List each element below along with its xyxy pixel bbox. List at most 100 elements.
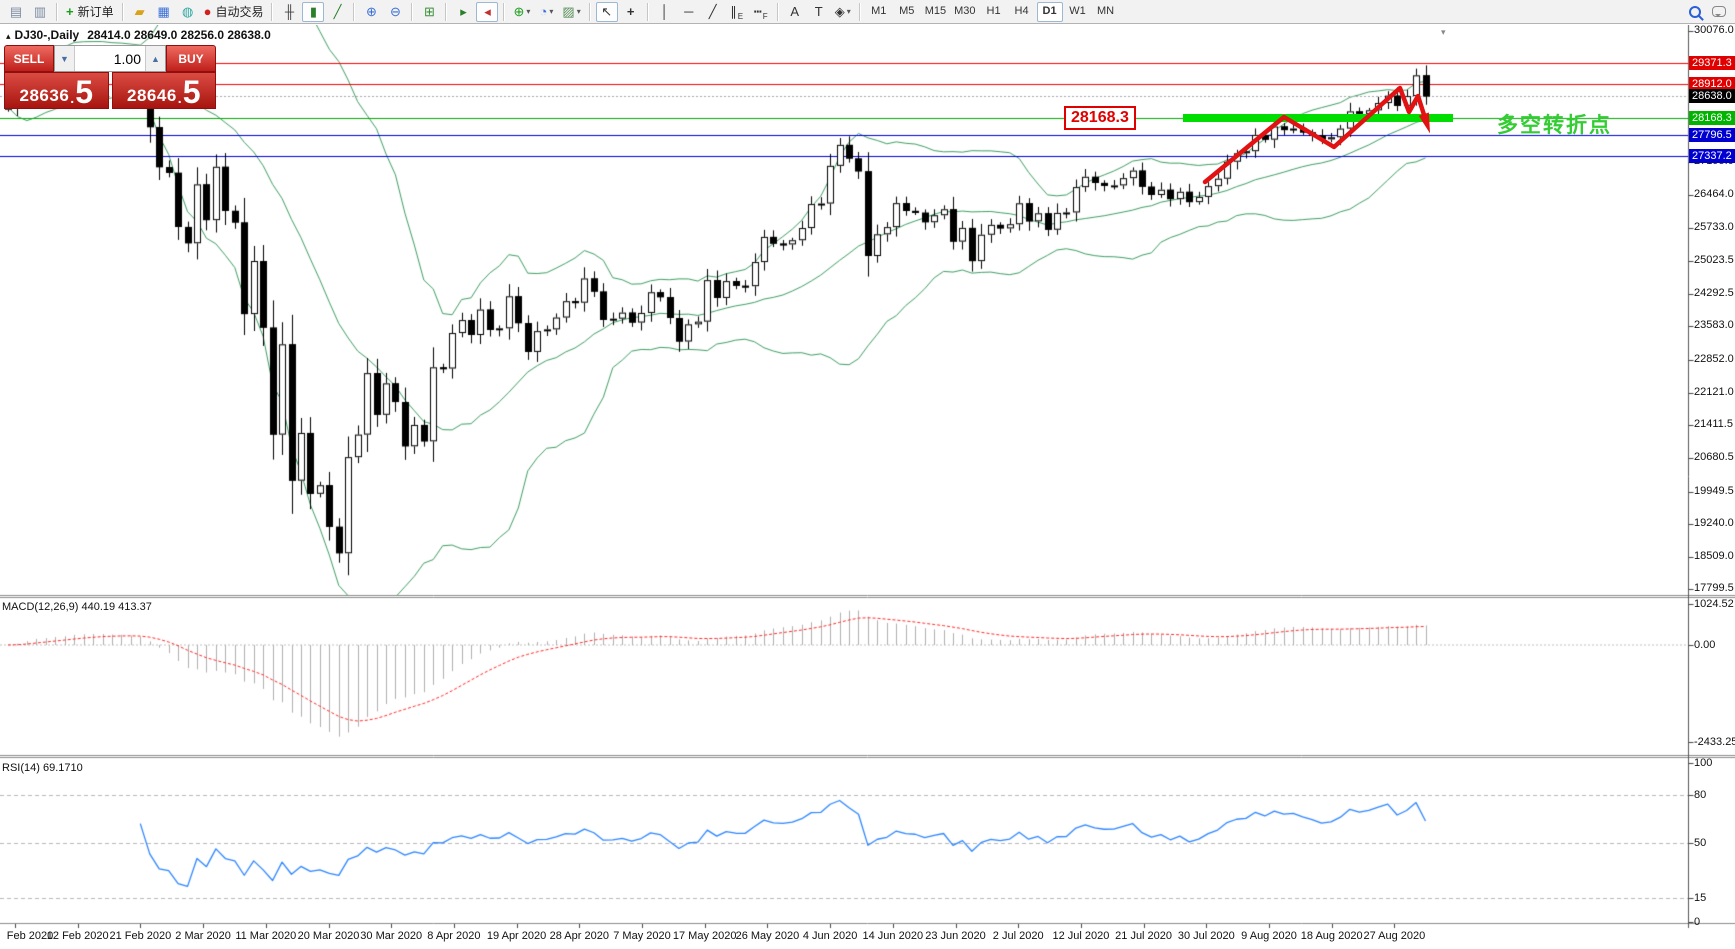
rsi-axis-label: 50 [1694,836,1707,849]
chart-shift-icon[interactable]: ◂ [476,1,499,22]
date-axis-label: 18 Aug 2020 [1300,930,1363,942]
chart-shift-icon: ◂ [484,4,491,19]
sell-price[interactable]: 28636. 5 [4,72,109,109]
market-watch-icon[interactable]: ▦ [153,2,175,22]
periods-icon[interactable]: ◔ ▾ [535,2,557,22]
date-axis-label: 11 Mar 2020 [235,930,297,942]
search-icon [1689,5,1701,18]
date-axis-label: 27 Aug 2020 [1363,930,1426,942]
rsi-axis-label: 100 [1694,757,1713,769]
price-badge: 27796.5 [1689,127,1735,142]
timeframe-button-h1[interactable]: H1 [981,2,1007,22]
date-axis-label: 7 May 2020 [613,930,671,942]
arrows-icon: ◈ [834,4,845,19]
data-window-icon: ▥ [33,4,47,19]
zoom-out-icon[interactable]: ⊖ [384,2,406,22]
fibonacci-icon[interactable]: ┅ F [750,2,772,22]
text-icon[interactable]: A [784,2,806,22]
date-axis-label: 30 Mar 2020 [360,930,423,942]
date-axis-label: 4 Jun 2020 [802,930,858,942]
volume-decrease-button[interactable]: ▼ [55,46,75,71]
date-axis-label: 19 Apr 2020 [486,930,547,942]
price-axis-label: 25733.0 [1694,221,1734,234]
price-level-annotation[interactable]: 28168.3 [1064,106,1136,130]
autotrading-button[interactable]: ● 自动交易 [201,2,267,22]
date-axis-label: 30 Jul 2020 [1177,930,1235,942]
charts-window-icon[interactable]: ▤ [5,2,27,22]
timeframe-button-m1[interactable]: M1 [866,2,892,22]
price-axis-label: 30076.0 [1694,24,1734,36]
toolbar-separator [271,2,274,21]
data-window-icon[interactable]: ▥ [29,2,51,22]
price-axis-label: 17799.5 [1694,582,1734,595]
timeframe-button-m30[interactable]: M30 [951,2,978,22]
chart-window: ▴ DJ30-,Daily 28414.0 28649.0 28256.0 2863… [0,24,1735,949]
crosshair-icon[interactable]: + [620,2,642,22]
arrows-icon[interactable]: ◈ ▾ [832,2,854,22]
crosshair-icon: + [626,4,635,19]
price-axis-label: 18509.0 [1694,550,1734,562]
line-chart-icon[interactable]: ╱ [326,2,348,22]
tile-windows-icon[interactable]: ⊞ [418,2,440,22]
dropdown-caret-icon: ▾ [526,6,531,16]
rsi-indicator-label: RSI(14) 69.1710 [2,762,83,774]
candlestick-chart-icon[interactable]: ▮ [302,1,325,22]
support-resistance-bar[interactable] [1183,113,1453,122]
equidistant-channel-icon: ∥ [730,4,737,19]
chart-canvas[interactable] [0,25,1735,949]
templates-icon[interactable]: ▨ ▾ [559,2,583,22]
rsi-axis-label: 80 [1694,788,1707,801]
toolbar-separator [445,2,448,21]
auto-scroll-icon: ▸ [460,4,467,19]
bar-chart-icon: ╫ [284,4,295,19]
price-badge: 28168.3 [1689,110,1735,125]
date-axis-label: 26 May 2020 [735,930,800,942]
buy-button[interactable]: BUY [166,45,216,72]
equidistant-channel-icon[interactable]: ∥ E [726,2,748,22]
date-axis-label: 23 Jun 2020 [925,930,986,942]
price-axis-label: 23583.0 [1694,319,1734,332]
timeframe-button-d1[interactable]: D1 [1036,1,1063,22]
timeframe-button-m15[interactable]: M15 [922,2,949,22]
history-center-icon: ▰ [134,4,145,19]
text-label-icon[interactable]: T [808,2,830,22]
volume-input[interactable] [75,46,145,71]
vertical-line-icon[interactable]: │ [654,2,676,22]
signals-icon[interactable]: ◍ [177,2,199,22]
new-order-button[interactable]: + 新订单 [63,2,117,22]
volume-increase-button[interactable]: ▲ [145,46,165,71]
text-label-icon: T [814,4,823,19]
dropdown-caret-icon: ▾ [576,6,581,16]
ohlc-values: 28414.0 28649.0 28256.0 28638.0 [87,28,271,42]
timeframe-button-h4[interactable]: H4 [1009,2,1035,22]
search-icon[interactable] [1684,2,1706,22]
trendline-icon[interactable]: ╱ [702,2,724,22]
periods-icon: ◔ [539,4,548,19]
date-axis-label: 9 Aug 2020 [1241,930,1297,942]
chat-icon[interactable] [1708,2,1730,22]
price-axis-label: 25023.5 [1694,253,1734,266]
macd-axis-label: -2433.25 [1694,736,1735,749]
price-axis-label: 22121.0 [1694,385,1734,398]
toolbar-separator [353,2,356,21]
price-axis-label: 22852.0 [1694,352,1734,365]
bar-chart-icon[interactable]: ╫ [278,2,300,22]
timeframe-button-mn[interactable]: MN [1093,2,1119,22]
buy-price[interactable]: 28646. 5 [111,72,216,109]
timeframe-button-w1[interactable]: W1 [1065,2,1091,22]
toolbar-separator [121,2,124,21]
toolbar-right-group [1683,2,1731,22]
cursor-icon[interactable]: ↖ [595,1,618,22]
toolbar-separator [56,2,58,21]
turning-point-annotation[interactable]: 多空转折点 [1497,114,1612,137]
date-axis-label: 8 Apr 2020 [427,930,481,942]
auto-scroll-icon[interactable]: ▸ [452,2,474,22]
date-axis-label: 2 Jul 2020 [992,930,1044,942]
zoom-in-icon[interactable]: ⊕ [360,2,382,22]
sell-button[interactable]: SELL [4,45,54,72]
indicators-list-icon[interactable]: ⊕ ▾ [510,2,533,22]
history-center-icon[interactable]: ▰ [129,2,151,22]
horizontal-line-icon[interactable]: ─ [678,2,700,22]
timeframe-button-m5[interactable]: M5 [894,2,920,22]
text-icon: A [790,4,800,19]
